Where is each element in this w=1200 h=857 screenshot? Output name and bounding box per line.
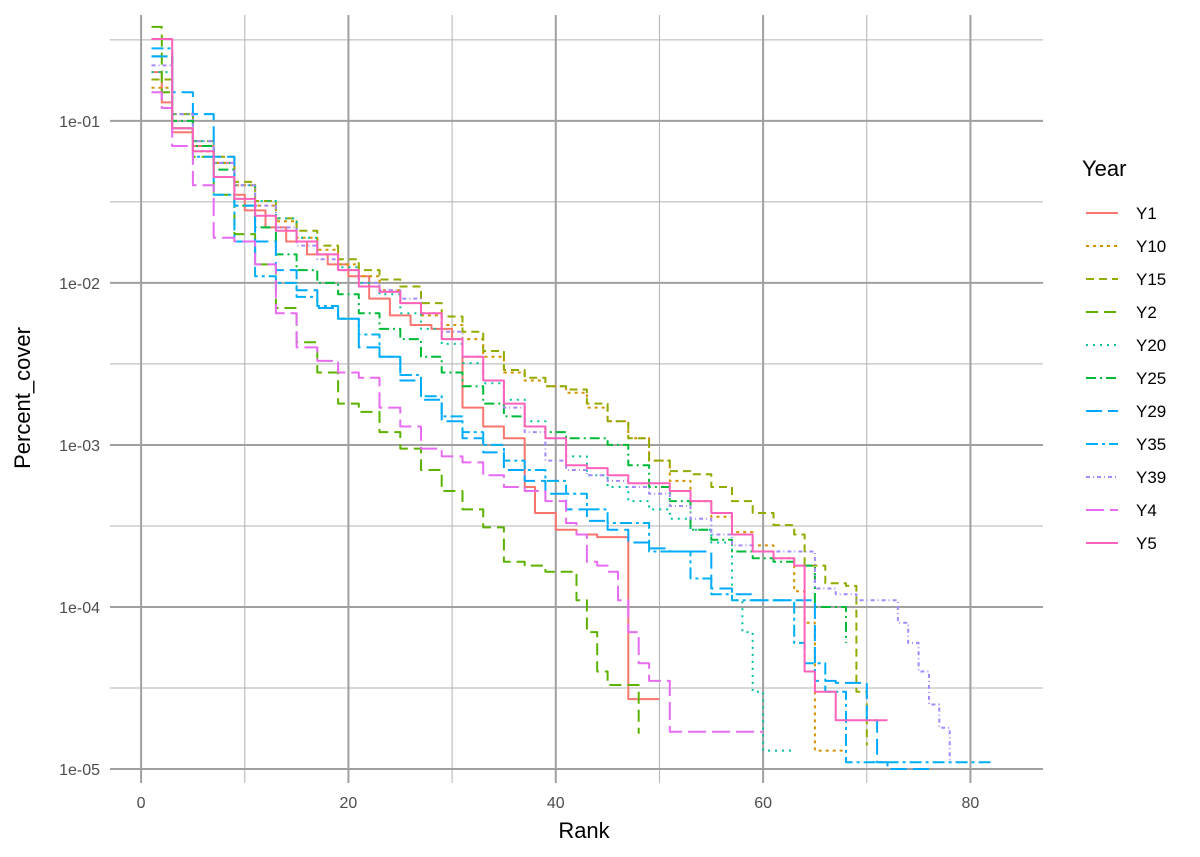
series-line-y25 [151,55,847,643]
legend-label-y2: Y2 [1136,303,1157,322]
legend-label-y10: Y10 [1136,237,1166,256]
series-line-y1 [151,71,660,701]
legend-label-y5: Y5 [1136,534,1157,553]
legend-items: Y1 Y10 Y15 Y2 Y20 Y25 Y29 Y35 Y39 Y4 Y5 [1086,204,1166,553]
y-tick-label: 1e-03 [59,438,100,455]
legend-title: Year [1082,156,1126,181]
x-tick-label: 20 [340,795,358,812]
series-line-y29 [151,55,929,770]
legend-label-y25: Y25 [1136,369,1166,388]
x-tick-label: 80 [962,795,980,812]
y-tick-label: 1e-01 [59,114,100,131]
series-line-y5 [151,38,888,722]
series-line-y10 [151,86,846,752]
legend-label-y15: Y15 [1136,270,1166,289]
y-axis-title: Percent_cover [10,327,35,469]
series-line-y39 [151,64,951,763]
legend-label-y29: Y29 [1136,402,1166,421]
legend-label-y35: Y35 [1136,435,1166,454]
legend-label-y1: Y1 [1136,204,1157,223]
y-tick-label: 1e-05 [59,762,100,779]
series-line-y15 [151,78,868,746]
y-tick-label: 1e-04 [59,600,100,617]
series-line-y4 [151,91,764,733]
legend-label-y4: Y4 [1136,501,1157,520]
y-tick-labels: 1e-05 1e-04 1e-03 1e-02 1e-01 [59,114,100,779]
series-line-y20 [151,71,795,752]
legend-label-y39: Y39 [1136,468,1166,487]
series-line-y2 [151,25,640,734]
x-tick-label: 0 [137,795,146,812]
x-tick-label: 60 [754,795,772,812]
x-tick-label: 40 [547,795,565,812]
grid-layer [110,15,1043,783]
y-tick-label: 1e-02 [59,276,100,293]
legend: Year Y1 Y10 Y15 Y2 Y20 Y25 Y29 Y35 Y39 Y4 Y5 [1082,156,1166,553]
series-line-y35 [151,47,992,764]
series-layer [151,25,992,770]
x-axis-title: Rank [558,818,610,843]
x-tick-labels: 0 20 40 60 80 [137,795,980,812]
legend-label-y20: Y20 [1136,336,1166,355]
